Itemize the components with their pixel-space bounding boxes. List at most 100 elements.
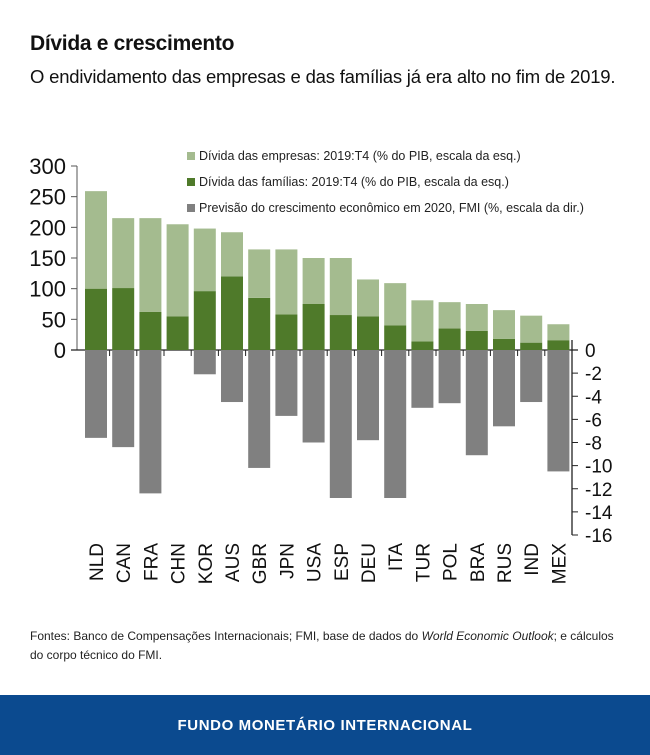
x-axis-label-deu: DEU bbox=[359, 543, 380, 583]
bar-growth-nld bbox=[85, 350, 107, 438]
footer-banner: FUNDO MONETÁRIO INTERNACIONAL bbox=[0, 695, 650, 755]
bar-household-debt-nld bbox=[85, 288, 107, 350]
x-axis-label-nld: NLD bbox=[87, 543, 108, 581]
bar-household-debt-gbr bbox=[248, 297, 271, 350]
bar-growth-usa bbox=[302, 350, 325, 443]
debt-growth-chart: 0501001502002503000-2-4-6-8-10-12-14-16 … bbox=[29, 149, 613, 585]
bar-corporate-debt-ind bbox=[520, 315, 543, 343]
bar-corporate-debt-can bbox=[112, 218, 135, 289]
bar-household-debt-ind bbox=[520, 342, 543, 350]
bar-growth-kor bbox=[193, 350, 216, 375]
chart-subtitle: O endividamento das empresas e das famíl… bbox=[30, 66, 616, 87]
bar-growth-can bbox=[112, 350, 135, 448]
bar-growth-fra bbox=[139, 350, 162, 494]
bar-growth-mex bbox=[547, 350, 570, 472]
left-axis-tick-label: 150 bbox=[29, 246, 66, 271]
x-axis-label-ita: ITA bbox=[386, 543, 407, 571]
bar-growth-aus bbox=[221, 350, 243, 403]
legend-swatch-0 bbox=[187, 152, 195, 160]
x-axis-label-can: CAN bbox=[114, 543, 135, 583]
bar-corporate-debt-bra bbox=[465, 304, 488, 331]
left-axis-tick-label: 300 bbox=[29, 154, 66, 179]
legend-label-0: Dívida das empresas: 2019:T4 (% do PIB, … bbox=[199, 149, 521, 163]
bar-household-debt-aus bbox=[221, 276, 243, 350]
bar-household-debt-ita bbox=[384, 325, 407, 350]
bar-corporate-debt-mex bbox=[547, 324, 570, 341]
bar-household-debt-can bbox=[112, 288, 135, 350]
sources-prefix: Fontes: Banco de Compensações Internacio… bbox=[30, 629, 422, 643]
bar-growth-ita bbox=[384, 350, 407, 498]
bar-growth-deu bbox=[357, 350, 379, 441]
right-axis-tick-label: -10 bbox=[585, 457, 612, 478]
x-axis-label-ind: IND bbox=[522, 543, 543, 576]
bar-growth-ind bbox=[520, 350, 543, 403]
x-axis-label-rus: RUS bbox=[495, 543, 516, 583]
x-axis-label-tur: TUR bbox=[413, 543, 434, 582]
bar-household-debt-deu bbox=[357, 316, 379, 350]
x-axis-label-pol: POL bbox=[441, 543, 462, 581]
bar-household-debt-chn bbox=[166, 316, 189, 350]
legend-label-2: Previsão do crescimento econômico em 202… bbox=[199, 201, 584, 215]
bar-corporate-debt-nld bbox=[85, 191, 107, 289]
bar-growth-rus bbox=[493, 350, 515, 427]
x-axis-label-usa: USA bbox=[305, 543, 326, 582]
bar-household-debt-usa bbox=[302, 304, 325, 350]
bar-growth-esp bbox=[329, 350, 352, 498]
bar-corporate-debt-aus bbox=[221, 232, 243, 277]
x-axis-label-esp: ESP bbox=[332, 543, 353, 581]
right-axis-tick-label: -14 bbox=[585, 503, 613, 524]
chart-title: Dívida e crescimento bbox=[30, 32, 235, 55]
bar-corporate-debt-kor bbox=[193, 228, 216, 292]
bar-corporate-debt-ita bbox=[384, 283, 407, 326]
bar-corporate-debt-deu bbox=[357, 279, 379, 317]
bar-corporate-debt-pol bbox=[438, 302, 461, 329]
left-axis-tick-label: 100 bbox=[29, 277, 66, 302]
bar-corporate-debt-rus bbox=[493, 310, 515, 339]
legend-label-1: Dívida das famílias: 2019:T4 (% do PIB, … bbox=[199, 175, 509, 189]
bar-household-debt-kor bbox=[193, 291, 216, 350]
x-axis-label-fra: FRA bbox=[141, 543, 162, 581]
legend-swatch-1 bbox=[187, 178, 195, 186]
bar-corporate-debt-usa bbox=[302, 258, 325, 304]
sources-note: Fontes: Banco de Compensações Internacio… bbox=[30, 627, 630, 665]
bar-growth-bra bbox=[465, 350, 488, 456]
x-axis-label-chn: CHN bbox=[169, 543, 190, 584]
x-axis-label-gbr: GBR bbox=[250, 543, 271, 584]
bar-growth-gbr bbox=[248, 350, 271, 468]
x-axis-label-aus: AUS bbox=[223, 543, 244, 582]
sources-suffix: ; e cálculos do corpo técnico do FMI. bbox=[30, 629, 614, 662]
sources-italic: World Economic Outlook bbox=[421, 629, 554, 643]
x-axis-label-mex: MEX bbox=[549, 543, 570, 585]
bar-corporate-debt-fra bbox=[139, 218, 162, 312]
right-axis-tick-label: -12 bbox=[585, 480, 612, 501]
bar-corporate-debt-esp bbox=[329, 258, 352, 316]
left-axis-tick-label: 50 bbox=[42, 307, 66, 332]
bar-growth-pol bbox=[438, 350, 461, 404]
bar-growth-jpn bbox=[275, 350, 298, 416]
legend-swatch-2 bbox=[187, 204, 195, 212]
bar-household-debt-fra bbox=[139, 311, 162, 350]
bar-household-debt-bra bbox=[465, 330, 488, 350]
bar-corporate-debt-chn bbox=[166, 224, 189, 317]
right-axis-tick-label: -4 bbox=[585, 387, 602, 408]
left-axis-tick-label: 200 bbox=[29, 215, 66, 240]
right-axis-tick-label: -8 bbox=[585, 434, 602, 455]
bar-corporate-debt-gbr bbox=[248, 249, 271, 298]
organization-name: FUNDO MONETÁRIO INTERNACIONAL bbox=[177, 716, 473, 734]
bar-household-debt-rus bbox=[493, 338, 515, 350]
x-axis-label-kor: KOR bbox=[196, 543, 217, 584]
right-axis-tick-label: -2 bbox=[585, 364, 602, 385]
x-axis-label-jpn: JPN bbox=[277, 543, 298, 579]
bar-household-debt-pol bbox=[438, 328, 461, 350]
left-axis-tick-label: 0 bbox=[54, 338, 66, 363]
bar-corporate-debt-tur bbox=[411, 300, 434, 342]
bar-growth-tur bbox=[411, 350, 434, 408]
bar-corporate-debt-jpn bbox=[275, 249, 298, 315]
bar-household-debt-esp bbox=[329, 315, 352, 350]
right-axis-tick-label: -6 bbox=[585, 410, 602, 431]
x-axis-label-bra: BRA bbox=[468, 543, 489, 582]
bar-household-debt-mex bbox=[547, 340, 570, 350]
bar-household-debt-jpn bbox=[275, 314, 298, 350]
left-axis-tick-label: 250 bbox=[29, 185, 66, 210]
right-axis-tick-label: -16 bbox=[585, 526, 612, 547]
